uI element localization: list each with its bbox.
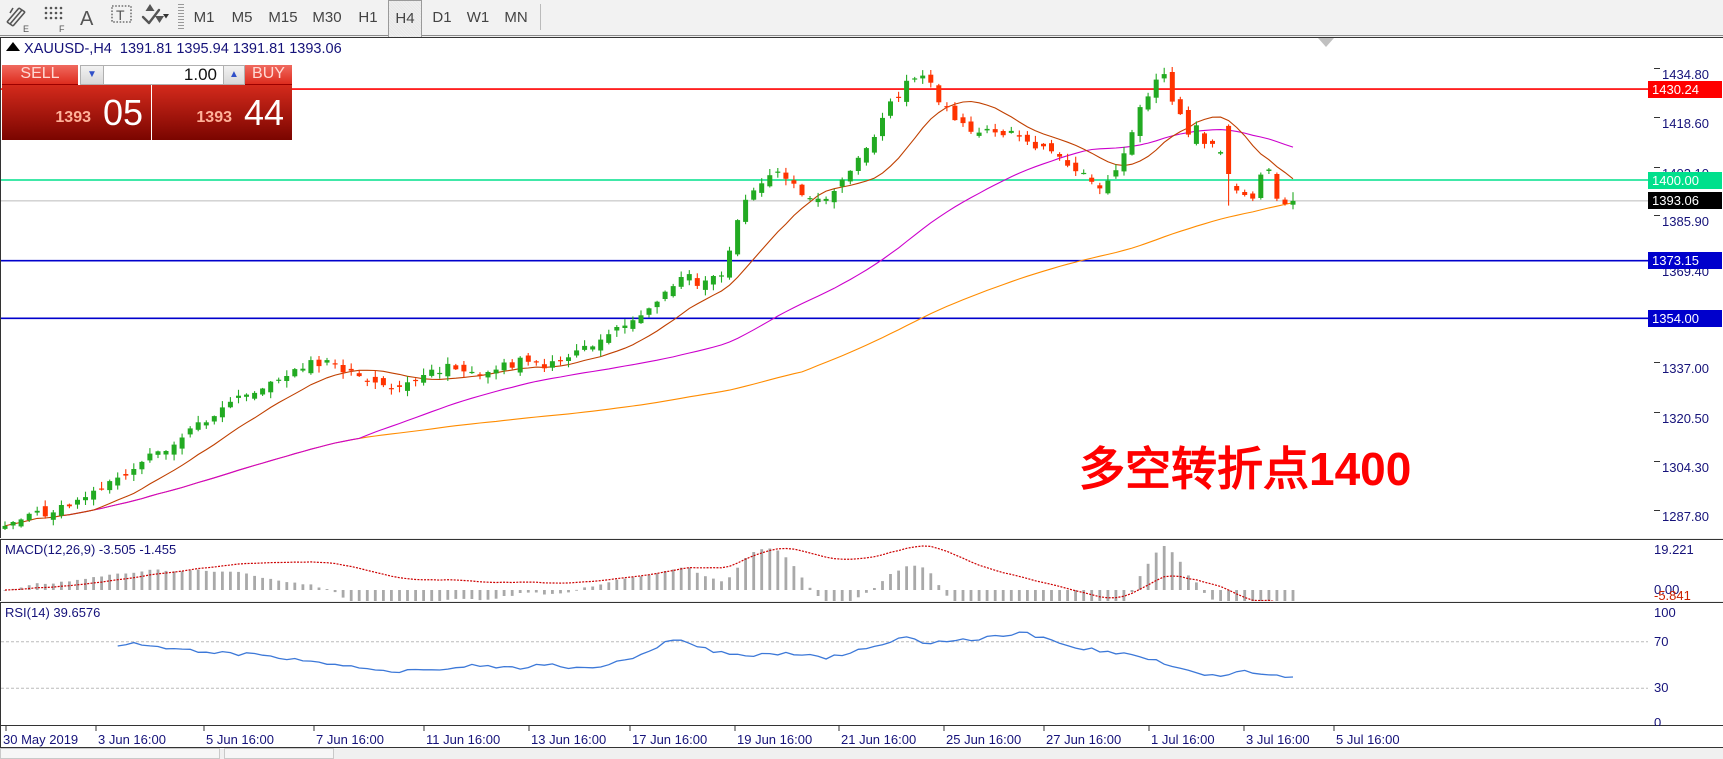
svg-text:F: F — [59, 24, 65, 34]
svg-text:E: E — [23, 24, 29, 34]
svg-text:A: A — [80, 8, 94, 30]
svg-text:T: T — [116, 7, 125, 23]
